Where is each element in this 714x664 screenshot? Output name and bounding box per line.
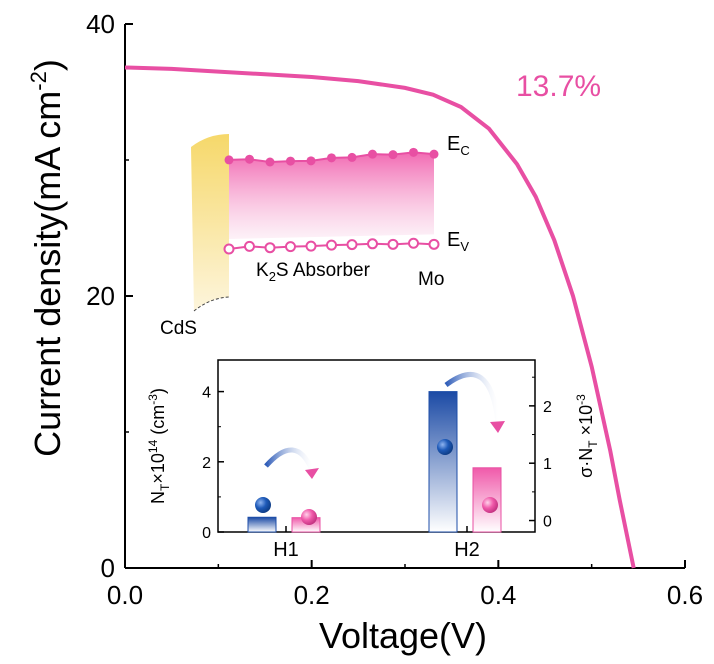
hole-ball-h2 <box>482 497 498 513</box>
y-tick-label: 20 <box>86 281 115 311</box>
ev-point <box>305 240 317 252</box>
ev-point <box>285 241 296 253</box>
inset-right-axis-title-sup: -3 <box>574 394 588 405</box>
ec-point <box>306 156 316 166</box>
absorber-label-sub: 2 <box>269 269 276 284</box>
capture-arrow-h2-head <box>490 421 505 433</box>
ec-label: EC <box>447 133 470 158</box>
y-axis-title: Current density(mA cm-2) <box>26 59 68 457</box>
inset-right-axis-title-sub: T <box>586 440 600 448</box>
ev-point <box>223 243 235 255</box>
ec-point <box>347 152 357 162</box>
ev-label-main: E <box>447 229 460 251</box>
ec-label-main: E <box>447 133 460 155</box>
nt-bar <box>247 516 277 533</box>
inset-left-axis-title-main: N <box>148 491 168 504</box>
hole-ball-h1 <box>301 509 317 525</box>
ec-point <box>368 149 377 159</box>
cds-label: CdS <box>160 318 197 339</box>
ev-point <box>264 242 276 254</box>
ec-point <box>286 156 295 166</box>
valence-band <box>223 237 440 255</box>
x-tick-label: 0.6 <box>667 580 703 610</box>
inset-left-tick-label: 4 <box>202 385 211 402</box>
ec-label-sub: C <box>460 143 469 158</box>
inset-left-axis-title-end: ) <box>148 388 168 394</box>
inset-right-tick-label: 2 <box>543 399 552 416</box>
ev-point <box>387 238 399 250</box>
ec-point <box>327 153 336 163</box>
x-tick-label: 0.0 <box>107 580 143 610</box>
ev-point <box>346 239 358 251</box>
capture-arrow-h1-head <box>305 468 319 479</box>
ev-label-sub: V <box>460 239 469 254</box>
ec-point <box>409 147 418 157</box>
capture-arrow-h1 <box>264 447 315 472</box>
ec-point <box>429 149 439 159</box>
ec-point <box>388 150 398 160</box>
y-tick-label: 40 <box>86 9 115 39</box>
inset-right-tick-label: 0 <box>543 514 552 531</box>
ev-point <box>244 240 255 252</box>
y-tick-label: 0 <box>101 553 115 583</box>
inset-category-label: H1 <box>273 539 299 561</box>
band-diagram-inset: EC EV K2S Absorber Mo CdS <box>160 133 470 339</box>
efficiency-annotation: 13.7% <box>516 70 601 103</box>
nt-bar <box>428 391 458 533</box>
absorber-label: K2S Absorber <box>256 260 371 284</box>
y-axis-title-sup: -2 <box>26 71 51 91</box>
x-tick-label: 0.4 <box>480 580 516 610</box>
inset-decorations <box>255 372 505 525</box>
inset-left-axis-title-sub: T <box>158 483 172 491</box>
ec-point <box>245 154 254 164</box>
inset-right-axis-title: σ·NT ×10-3 <box>574 394 600 478</box>
absorber-label-pre: K <box>256 260 269 281</box>
conduction-band <box>224 147 439 167</box>
inset-bars <box>247 391 502 533</box>
band-gap-region <box>229 152 434 239</box>
y-axis-title-close: ) <box>27 59 68 71</box>
ev-point <box>367 238 378 250</box>
ec-point <box>224 155 234 165</box>
inset-right-tick-label: 1 <box>543 456 552 473</box>
electron-ball-h1 <box>255 497 271 513</box>
ev-point <box>408 237 419 249</box>
electron-ball-h2 <box>437 439 453 455</box>
mo-label: Mo <box>418 269 444 290</box>
inset-left-axis-title-sup: 14 <box>146 439 160 453</box>
x-tick-label: 0.2 <box>294 580 330 610</box>
inset-left-tick-label: 0 <box>202 525 211 542</box>
cds-boundary-dashed <box>193 296 230 312</box>
inset-category-label: H2 <box>454 539 480 561</box>
ec-point <box>265 157 275 167</box>
inset-right-axis-title-mid: ×10 <box>576 405 596 441</box>
inset-left-axis-title: NT×1014 (cm-3) <box>146 388 172 504</box>
inset-left-tick-label: 2 <box>202 455 211 472</box>
inset-left-axis-title-tail: (cm <box>148 405 168 440</box>
inset-ticks: 0 2 4 0 1 2 H1 H2 <box>202 376 552 561</box>
inset-left-axis-title-sup2: -3 <box>146 394 160 405</box>
cds-layer <box>191 134 229 311</box>
ev-point <box>428 238 440 250</box>
y-axis-title-main: Current density(mA cm <box>27 91 68 457</box>
jv-curve-line <box>124 65 636 569</box>
ev-label: EV <box>447 229 469 254</box>
capture-arrow-h2 <box>444 372 501 423</box>
x-axis-title: Voltage(V) <box>319 615 487 656</box>
absorber-label-post: S Absorber <box>276 260 371 281</box>
ev-point <box>326 239 337 251</box>
inset-right-axis-title-main: σ·N <box>576 448 596 478</box>
inset-left-axis-title-mid: ×10 <box>148 453 168 484</box>
